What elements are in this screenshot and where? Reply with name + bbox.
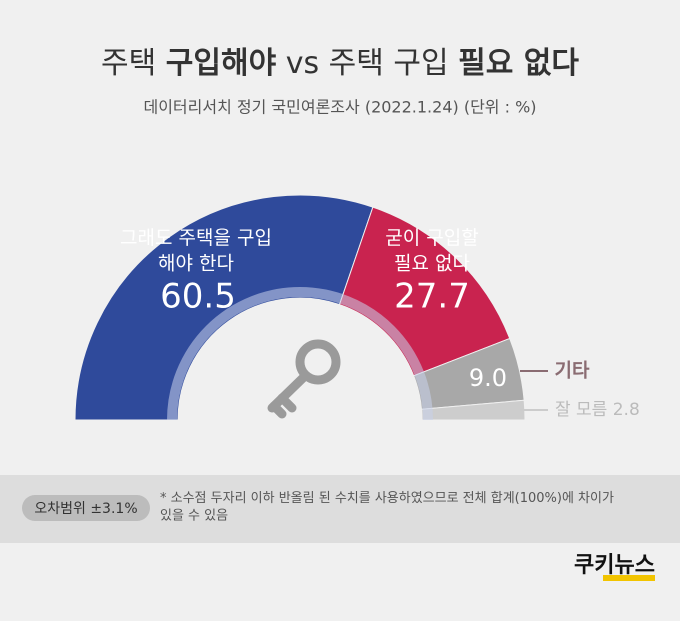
footnote: * 소수점 두자리 이하 반올림 된 수치를 사용하였으므로 전체 합계(100… <box>160 491 614 524</box>
badge <box>22 495 150 521</box>
logo: 쿠키뉴스 <box>574 553 655 578</box>
key-icon <box>267 339 341 419</box>
title-part: 주택 <box>101 46 166 81</box>
segment <box>420 399 526 421</box>
value-label: 9.0 <box>469 364 507 392</box>
value-label: 2.8 <box>607 400 639 420</box>
title-part: vs 주택 구입 <box>276 46 458 81</box>
title-part: 구입해야 <box>166 46 277 81</box>
inner-ring <box>167 287 433 421</box>
margin-of-error: 오차범위 ±3.1% <box>34 501 137 517</box>
category-label: 굳이 구입할 필요 없다 <box>385 227 478 275</box>
category-label: 잘 모름 <box>555 400 607 420</box>
logo-underline <box>603 575 655 581</box>
chart-subtitle: 데이터리서치 정기 국민여론조사 (2022.1.24) (단위 : %) <box>143 98 536 117</box>
category-label: 그래도 주택을 구입 해야 한다 <box>120 227 272 275</box>
segment <box>74 194 374 421</box>
chart-title: 주택 구입해야 vs 주택 구입 필요 없다 <box>101 46 579 81</box>
value-label: 60.5 <box>160 277 236 317</box>
title-part: 필요 없다 <box>458 46 579 81</box>
category-label: 기타 <box>555 360 590 382</box>
value-label: 27.7 <box>394 277 470 317</box>
category-label: 잘 모름 2.8 <box>555 400 640 420</box>
